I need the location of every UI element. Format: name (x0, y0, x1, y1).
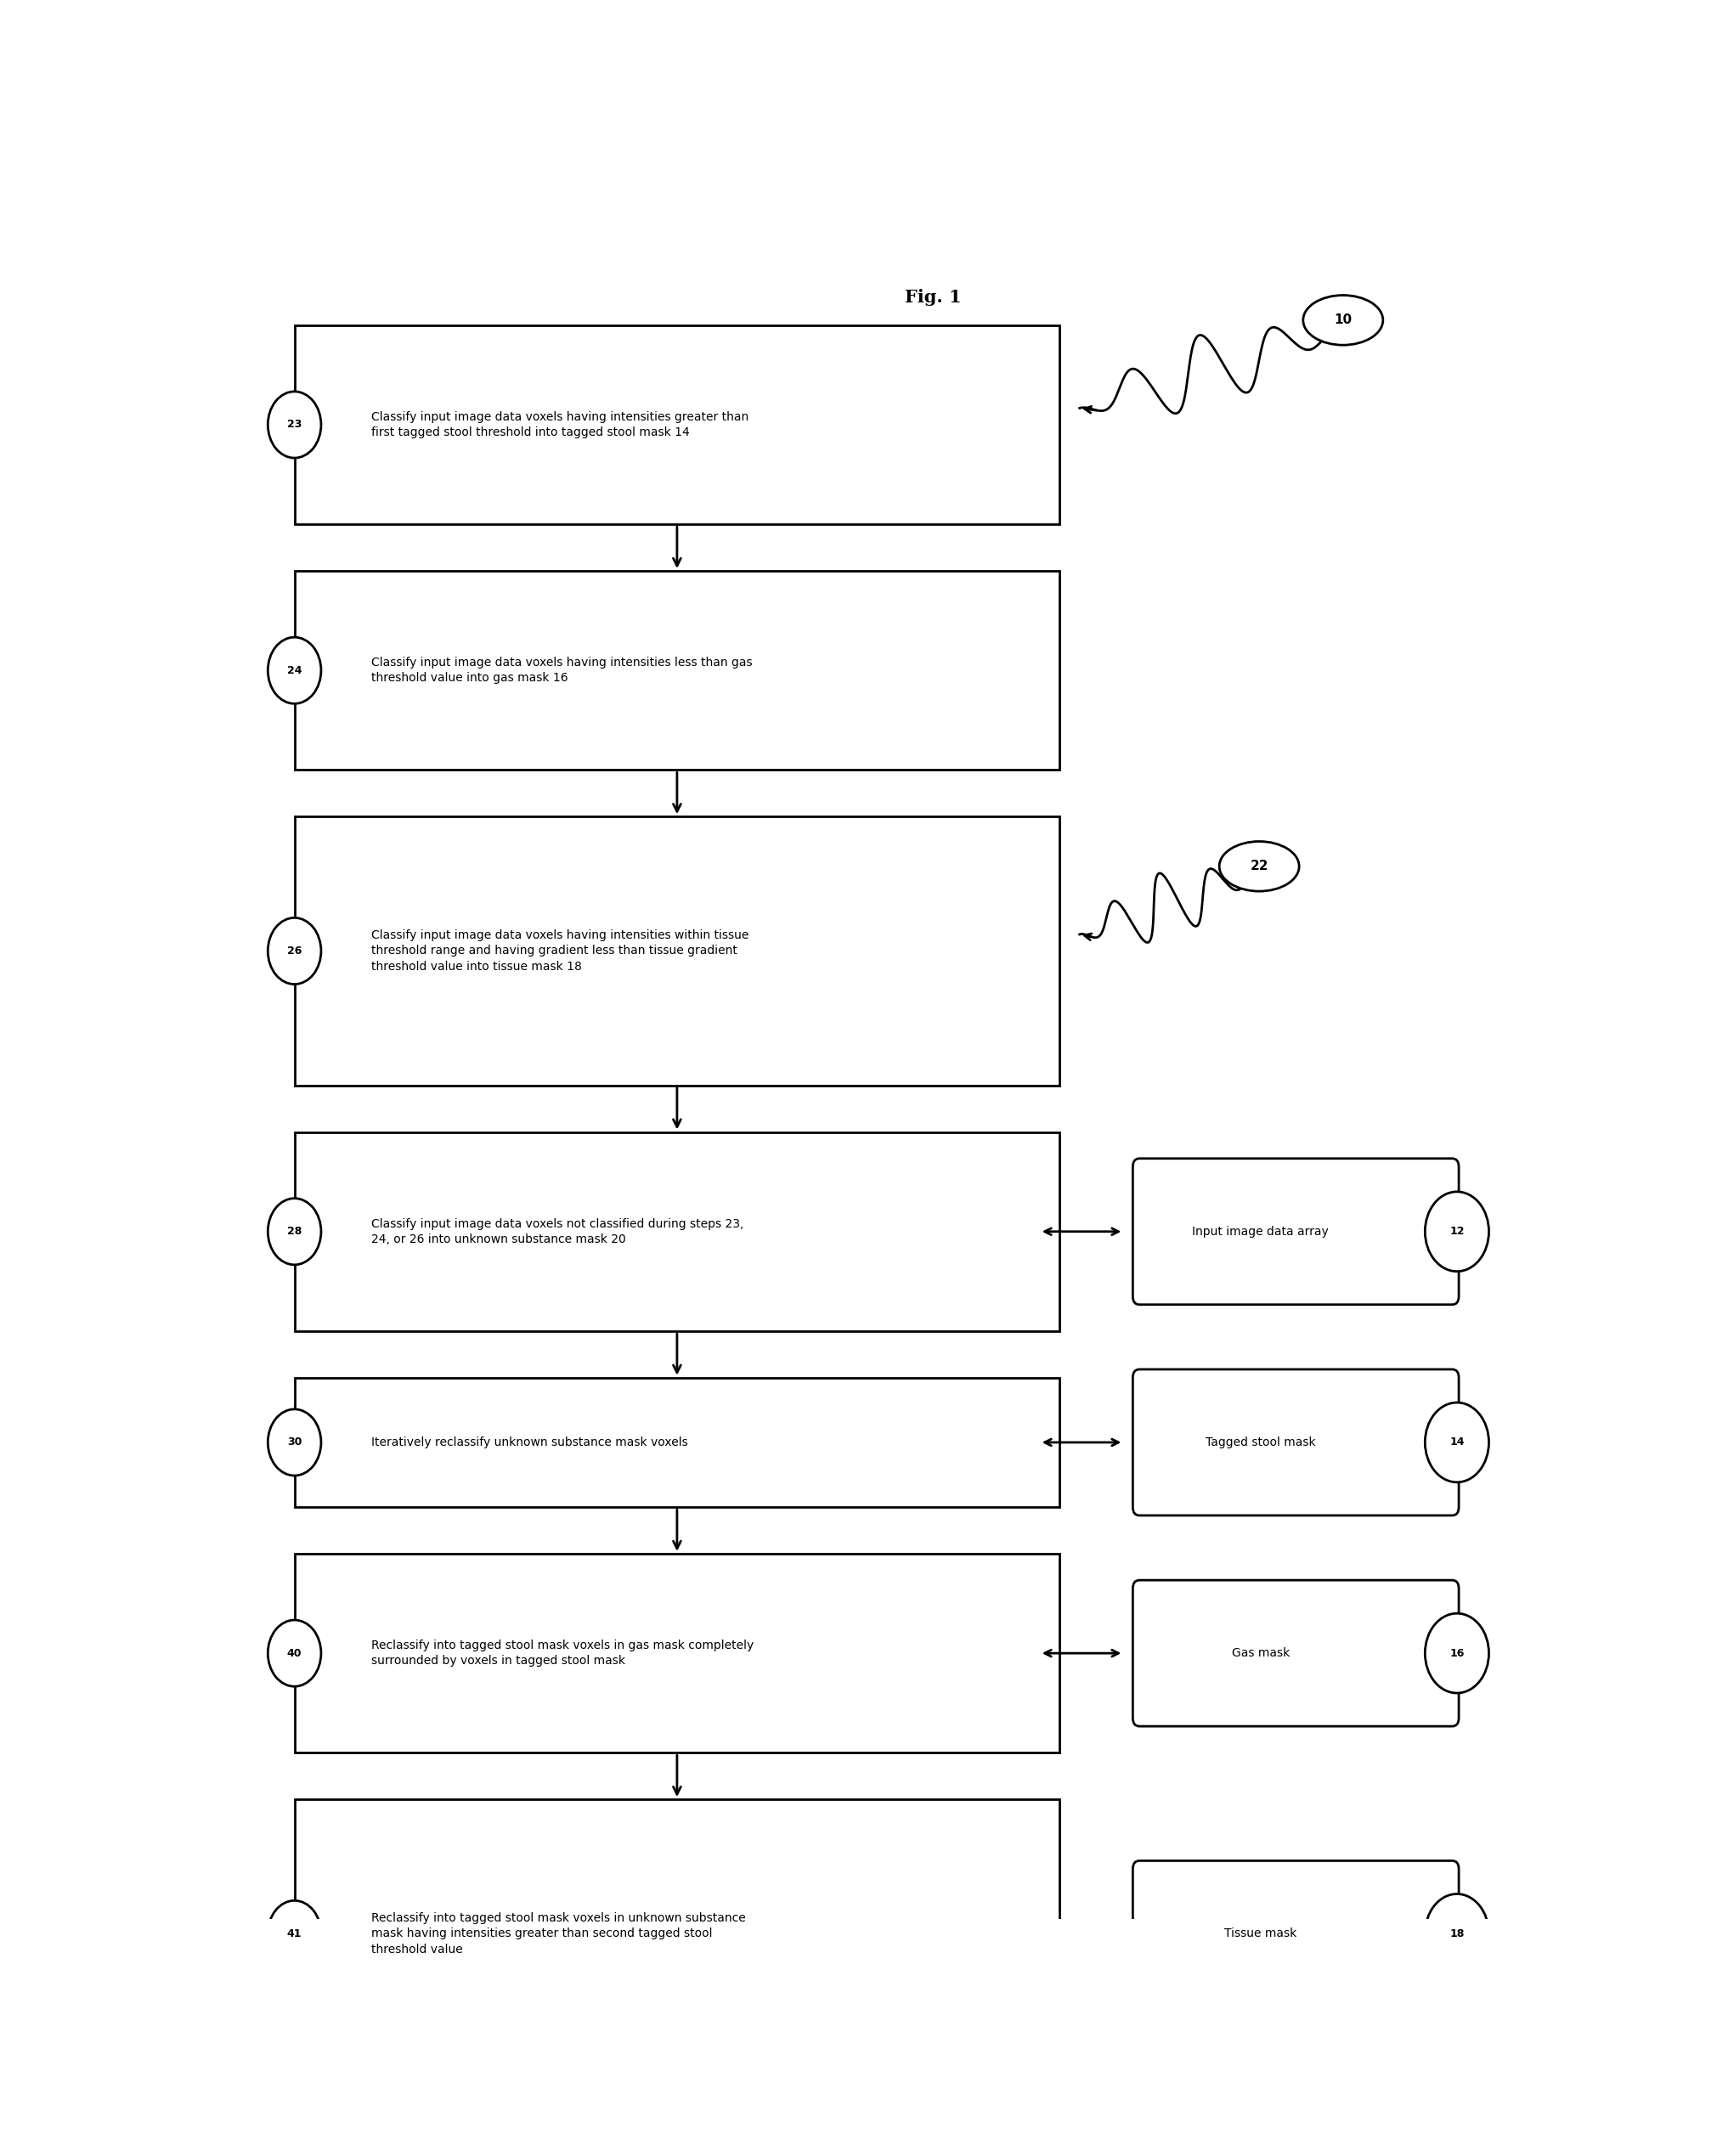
Text: 23: 23 (287, 418, 302, 431)
Circle shape (268, 1619, 321, 1686)
Text: Reclassify into tagged stool mask voxels in gas mask completely
surrounded by vo: Reclassify into tagged stool mask voxels… (371, 1639, 754, 1667)
FancyBboxPatch shape (295, 326, 1059, 524)
Circle shape (268, 918, 321, 983)
Text: 24: 24 (287, 664, 302, 677)
Text: 16: 16 (1449, 1647, 1465, 1658)
Circle shape (268, 638, 321, 703)
Ellipse shape (1219, 841, 1300, 890)
Text: Classify input image data voxels not classified during steps 23,
24, or 26 into : Classify input image data voxels not cla… (371, 1218, 743, 1246)
Text: 26: 26 (287, 946, 302, 957)
FancyBboxPatch shape (1133, 1580, 1459, 1727)
Circle shape (268, 1902, 321, 1966)
Text: 28: 28 (287, 1227, 302, 1238)
Text: 12: 12 (1449, 1227, 1465, 1238)
Text: Classify input image data voxels having intensities greater than
first tagged st: Classify input image data voxels having … (371, 412, 749, 438)
Text: Tissue mask: Tissue mask (1224, 1927, 1296, 1940)
Text: 10: 10 (1334, 315, 1351, 326)
FancyBboxPatch shape (295, 817, 1059, 1084)
FancyBboxPatch shape (295, 1554, 1059, 1753)
Circle shape (268, 1410, 321, 1475)
FancyBboxPatch shape (295, 2115, 1059, 2156)
FancyBboxPatch shape (295, 1800, 1059, 2068)
Text: 18: 18 (1449, 1927, 1465, 1938)
Text: Input image data array: Input image data array (1192, 1225, 1329, 1238)
FancyBboxPatch shape (1133, 2072, 1459, 2156)
Circle shape (1425, 1192, 1489, 1272)
Text: 41: 41 (287, 1927, 302, 1938)
Text: Reclassify into tagged stool mask voxels in unknown substance
mask having intens: Reclassify into tagged stool mask voxels… (371, 1912, 747, 1955)
FancyBboxPatch shape (295, 1378, 1059, 1507)
Text: 14: 14 (1449, 1436, 1465, 1449)
Text: Classify input image data voxels having intensities less than gas
threshold valu: Classify input image data voxels having … (371, 658, 752, 683)
Circle shape (1425, 1613, 1489, 1692)
Text: 22: 22 (1250, 860, 1269, 873)
Text: 30: 30 (287, 1436, 302, 1449)
Circle shape (268, 1199, 321, 1266)
Circle shape (1425, 1893, 1489, 1973)
Text: Classify input image data voxels having intensities within tissue
threshold rang: Classify input image data voxels having … (371, 929, 749, 972)
Text: Iteratively reclassify unknown substance mask voxels: Iteratively reclassify unknown substance… (371, 1436, 689, 1449)
FancyBboxPatch shape (295, 1132, 1059, 1330)
FancyBboxPatch shape (295, 571, 1059, 770)
FancyBboxPatch shape (1133, 1369, 1459, 1516)
Ellipse shape (1303, 295, 1382, 345)
FancyBboxPatch shape (1133, 1861, 1459, 2007)
Circle shape (1425, 2139, 1489, 2156)
FancyBboxPatch shape (1133, 1158, 1459, 1304)
Text: Tagged stool mask: Tagged stool mask (1205, 1436, 1315, 1449)
Text: Gas mask: Gas mask (1231, 1647, 1289, 1660)
Circle shape (268, 392, 321, 457)
Text: 40: 40 (287, 1647, 302, 1658)
Circle shape (268, 2145, 321, 2156)
Text: Fig. 1: Fig. 1 (905, 289, 962, 306)
Circle shape (1425, 1404, 1489, 1481)
